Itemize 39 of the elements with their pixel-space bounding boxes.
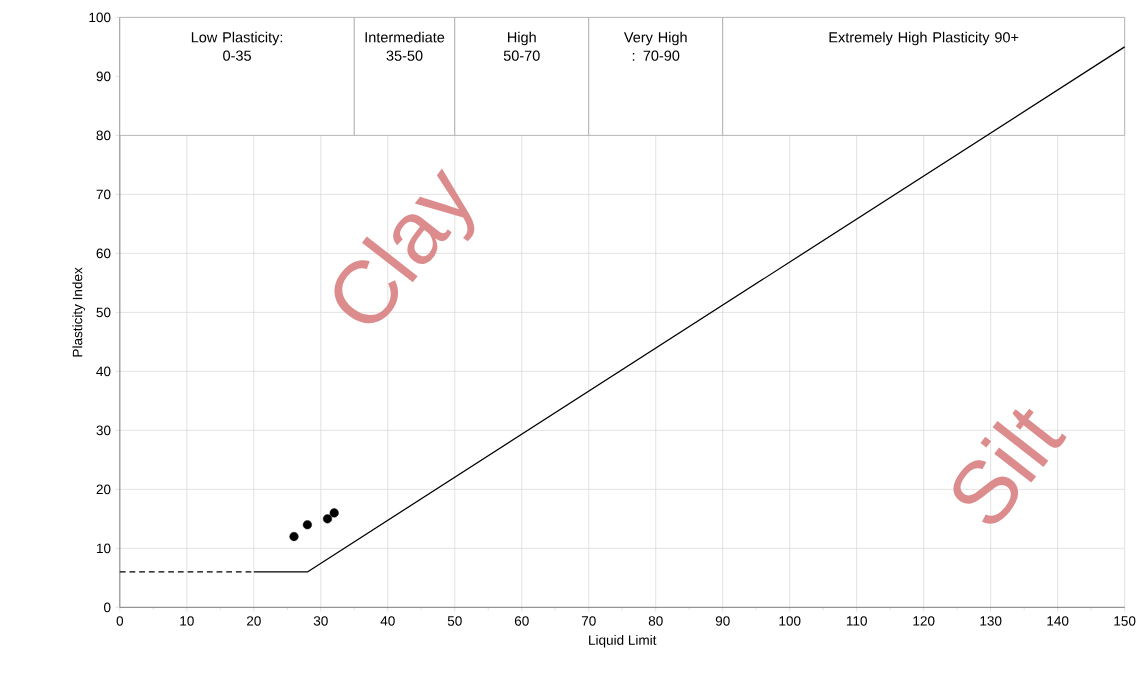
x-tick-label: 110 <box>846 616 867 626</box>
band-label: High 50-70 <box>503 31 540 61</box>
x-tick-label: 130 <box>980 616 1002 626</box>
x-tick-label: 50 <box>447 616 462 626</box>
x-tick-label: 10 <box>180 616 194 626</box>
y-tick-label: 40 <box>96 366 111 377</box>
x-tick-label: 150 <box>1114 616 1136 626</box>
x-tick-label: 140 <box>1047 616 1069 626</box>
annotation: Silt <box>953 408 1067 524</box>
band-label: Low Plasticity: 0-35 <box>191 31 283 61</box>
y-tick-label: 90 <box>96 71 111 82</box>
x-tick-label: 30 <box>313 616 328 626</box>
y-axis-title: Plasticity Index <box>72 267 85 357</box>
point <box>322 514 333 524</box>
x-tick-label: 70 <box>581 616 596 626</box>
y-tick-label: 100 <box>89 12 111 23</box>
x-tick-label: 120 <box>913 616 935 626</box>
y-tick-label: 10 <box>96 543 111 554</box>
point <box>329 508 339 518</box>
x-tick-label: 80 <box>648 616 663 626</box>
x-tick-label: 60 <box>514 616 529 626</box>
x-tick-label: 20 <box>246 616 261 626</box>
band-label: Intermediate 35-50 <box>365 31 445 61</box>
x-tick-label: 40 <box>380 616 395 626</box>
point <box>289 531 299 542</box>
y-tick-label: 80 <box>96 130 111 141</box>
x-tick-label: 100 <box>779 616 801 626</box>
y-tick-label: 0 <box>104 602 111 613</box>
y-tick-label: 70 <box>96 189 111 200</box>
band-label: Extremely High Plasticity 90+ <box>829 31 1019 46</box>
point <box>302 520 312 530</box>
y-tick-label: 30 <box>96 425 111 436</box>
x-tick-label: 0 <box>116 616 124 626</box>
y-tick-label: 60 <box>96 248 111 259</box>
band-label: Very High : 70-90 <box>623 31 687 61</box>
x-axis-title: Liquid Limit <box>589 634 657 648</box>
y-tick-label: 20 <box>96 484 111 495</box>
x-tick-label: 90 <box>715 616 730 626</box>
y-tick-label: 50 <box>96 307 111 318</box>
